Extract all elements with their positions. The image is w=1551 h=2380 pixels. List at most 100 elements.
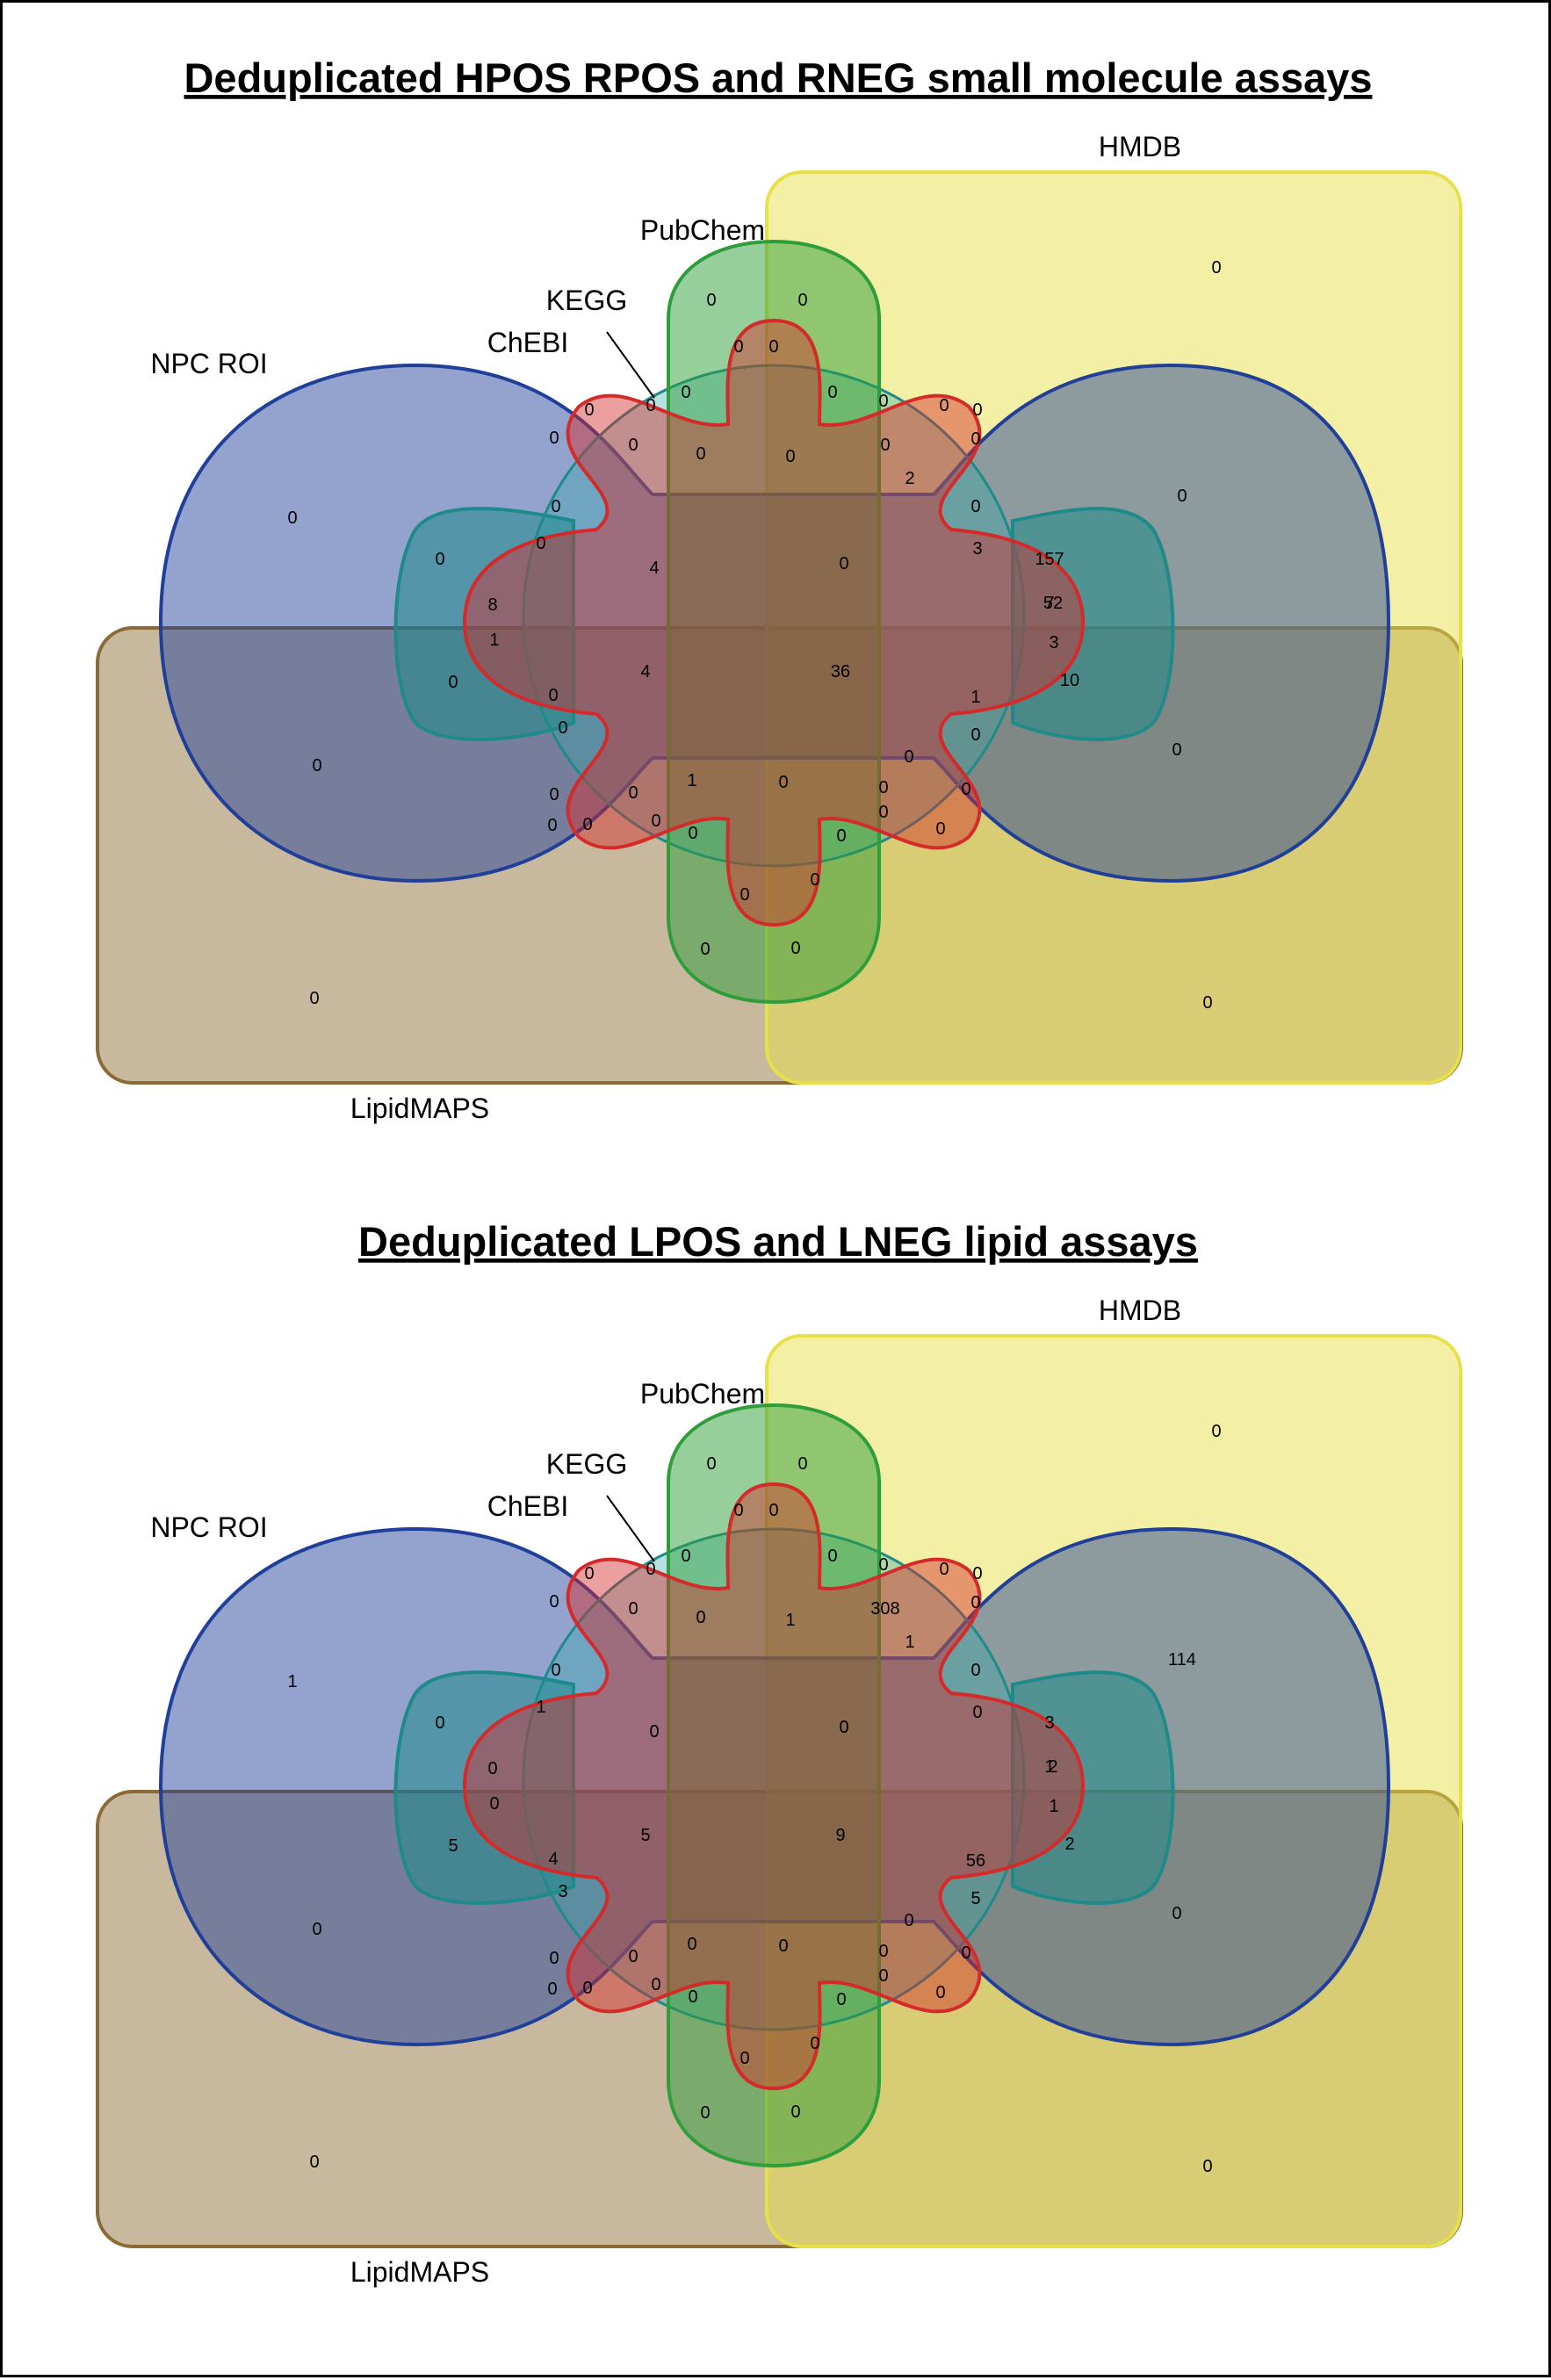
region-count: 0 — [584, 400, 594, 420]
region-count: 0 — [651, 1975, 660, 1994]
region-count: 0 — [687, 1935, 696, 1954]
region-count: 0 — [768, 1501, 778, 1520]
region-count: 0 — [584, 1564, 594, 1583]
region-count: 0 — [878, 1942, 888, 1961]
region-count: 0 — [628, 1947, 638, 1966]
region-count: 0 — [548, 686, 558, 705]
region-count: 0 — [700, 940, 710, 959]
region-count: 308 — [870, 1599, 899, 1619]
region-count: 5 — [970, 1889, 980, 1908]
panel-1-shapes — [96, 170, 1463, 1085]
region-count: 0 — [549, 785, 559, 804]
region-count: 0 — [1202, 2157, 1212, 2176]
panel-2-label-lipidmaps: LipidMAPS — [350, 2256, 489, 2288]
region-count: 0 — [1177, 487, 1187, 506]
region-count: 0 — [972, 1703, 982, 1722]
panel-1-label-chebi: ChEBI — [487, 327, 568, 358]
region-count: 2 — [1048, 1757, 1057, 1777]
region-count: 0 — [790, 939, 800, 958]
region-count: 0 — [628, 1599, 638, 1619]
region-count: 0 — [827, 1547, 837, 1566]
region-count: 0 — [935, 1983, 945, 2002]
panel-1-label-npc-roi: NPC ROI — [150, 348, 267, 379]
region-count: 0 — [810, 870, 819, 890]
region-count: 0 — [582, 815, 592, 834]
region-count: 0 — [681, 1547, 690, 1566]
panel-2-label-npc-roi: NPC ROI — [150, 1511, 267, 1543]
region-count: 0 — [939, 396, 949, 415]
region-count: 0 — [880, 436, 890, 455]
region-count: 0 — [970, 1593, 980, 1612]
region-count: 0 — [733, 337, 743, 357]
region-count: 0 — [839, 1718, 848, 1737]
region-count: 56 — [966, 1851, 985, 1871]
region-count: 52 — [1043, 594, 1063, 613]
region-count: 4 — [640, 662, 650, 682]
region-count: 0 — [904, 1911, 913, 1930]
region-count: 0 — [646, 396, 655, 415]
region-count: 1 — [1049, 1797, 1058, 1816]
region-count: 0 — [970, 497, 980, 516]
region-count: 0 — [312, 756, 321, 775]
region-count: 0 — [1172, 740, 1181, 760]
region-count: 0 — [961, 1944, 970, 1963]
region-count: 1 — [785, 1611, 795, 1630]
region-count: 0 — [790, 2102, 800, 2122]
region-count: 0 — [739, 2049, 749, 2068]
region-count: 0 — [551, 497, 560, 516]
region-count: 4 — [548, 1850, 558, 1869]
region-count: 157 — [1035, 550, 1064, 569]
region-count: 0 — [706, 1454, 716, 1474]
region-count: 1 — [287, 1672, 297, 1691]
region-count: 1 — [687, 771, 696, 790]
panel-1: Deduplicated HPOS RPOS and RNEG small mo… — [96, 54, 1463, 1124]
region-count: 3 — [1049, 633, 1058, 653]
region-count: 0 — [681, 383, 690, 402]
region-count: 0 — [312, 1920, 321, 1939]
panel-1-title: Deduplicated HPOS RPOS and RNEG small mo… — [184, 54, 1372, 101]
region-count: 0 — [778, 1936, 788, 1956]
region-count: 9 — [835, 1826, 845, 1845]
region-count: 0 — [547, 816, 557, 835]
region-count: 5 — [640, 1826, 650, 1845]
region-count: 0 — [797, 291, 807, 310]
region-count: 7 — [1044, 594, 1054, 613]
region-count: 0 — [628, 436, 638, 455]
region-count: 0 — [646, 1560, 655, 1579]
panel-2-label-chebi: ChEBI — [487, 1490, 568, 1522]
region-count: 0 — [435, 550, 444, 569]
region-count: 0 — [688, 1987, 697, 2007]
panel-1-label-pubchem: PubChem — [640, 214, 765, 246]
region-count: 0 — [810, 2034, 819, 2053]
region-count: 0 — [551, 1661, 560, 1680]
region-count: 0 — [487, 1759, 497, 1778]
region-count: 8 — [487, 595, 497, 615]
region-count: 0 — [972, 400, 982, 420]
region-count: 0 — [696, 1608, 705, 1627]
region-count: 0 — [785, 447, 795, 466]
region-count: 0 — [961, 780, 970, 799]
region-count: 0 — [878, 1966, 888, 1986]
region-count: 0 — [878, 1555, 888, 1575]
region-count: 0 — [878, 803, 888, 822]
region-count: 0 — [1211, 258, 1221, 278]
region-count: 0 — [536, 534, 545, 553]
region-count: 0 — [549, 1949, 559, 1968]
region-count: 0 — [628, 783, 638, 803]
panel-1-label-hmdb: HMDB — [1099, 131, 1181, 162]
region-count: 0 — [836, 1990, 846, 2009]
region-count: 3 — [558, 1882, 567, 1901]
region-count: 0 — [651, 811, 660, 831]
region-count: 0 — [878, 392, 888, 411]
region-count: 0 — [1202, 993, 1212, 1013]
region-count: 0 — [435, 1713, 444, 1733]
region-count: 0 — [839, 554, 848, 573]
region-count: 0 — [700, 2103, 710, 2123]
region-count: 0 — [827, 383, 837, 402]
panel-2-label-pubchem: PubChem — [640, 1378, 765, 1410]
region-count: 0 — [558, 718, 567, 738]
region-count: 2 — [905, 469, 914, 488]
region-count: 0 — [939, 1560, 949, 1579]
region-count: 0 — [972, 1564, 982, 1583]
